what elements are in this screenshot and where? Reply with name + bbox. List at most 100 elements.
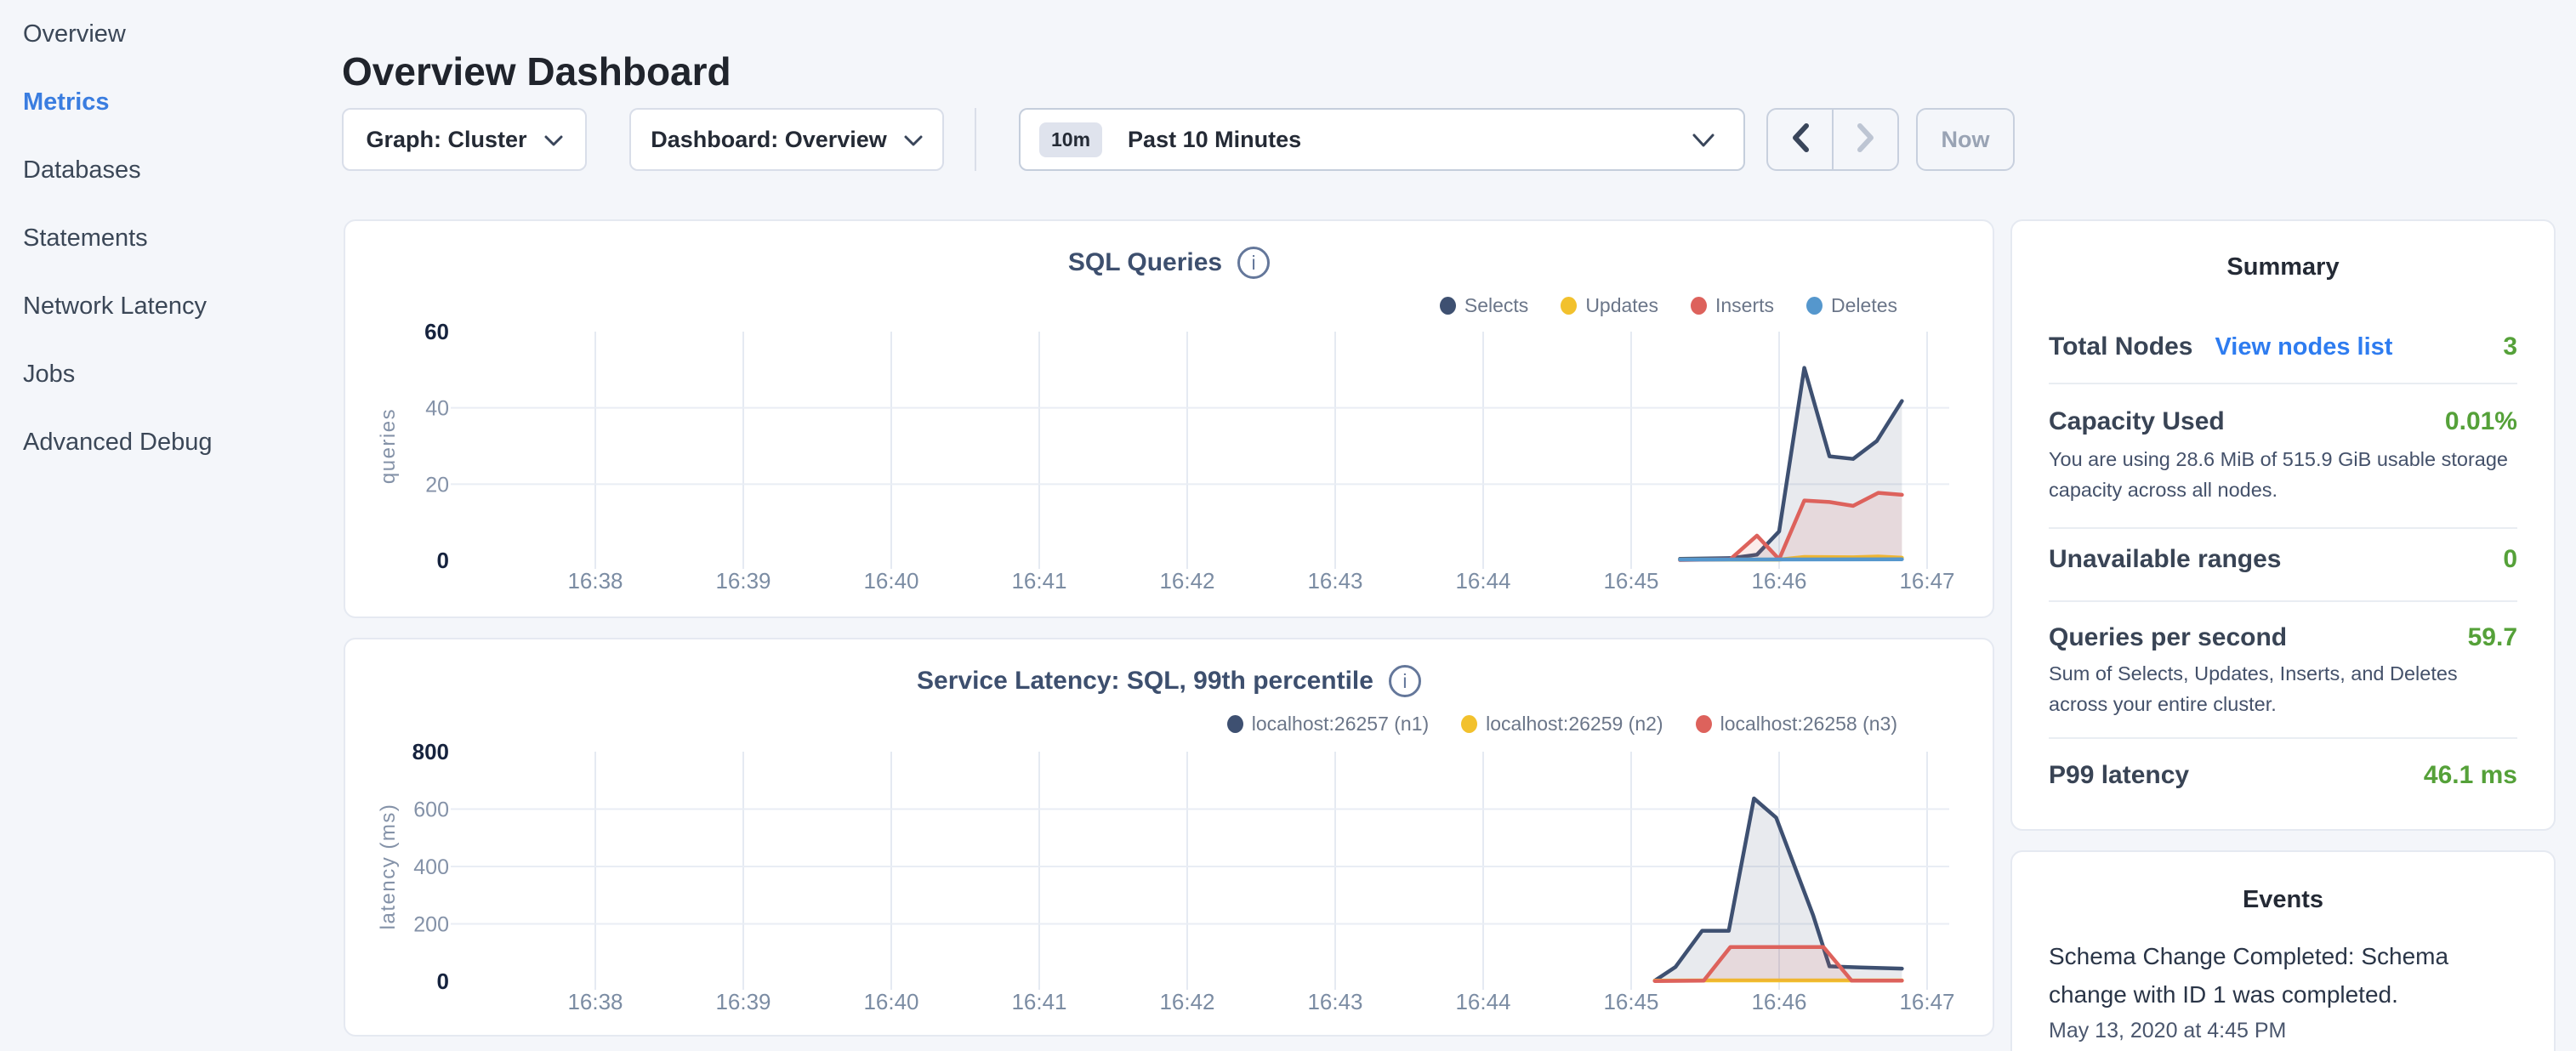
summary-row-label: Capacity Used: [2049, 407, 2225, 435]
x-tick-label: 16:41: [1011, 989, 1066, 1014]
chart-legend: Selects Updates Inserts Deletes: [1439, 294, 1897, 317]
summary-row-value: 46.1 ms: [2423, 761, 2517, 789]
y-tick-label: 800: [412, 739, 449, 764]
service-latency-chart-card: Service Latency: SQL, 99th percentile i …: [344, 638, 1994, 1037]
legend-dot-icon: [1561, 297, 1578, 315]
chart-title-row: SQL Queries i: [345, 247, 1993, 279]
chevron-down-icon: [904, 127, 923, 153]
summary-row-subtext: Sum of Selects, Updates, Inserts, and De…: [2049, 662, 2458, 715]
summary-row-p99-latency: P99 latency 46.1 ms: [2049, 758, 2517, 793]
chevron-down-icon: [544, 127, 563, 153]
sql-queries-chart-card: SQL Queries i Selects Updates Inserts Delet…: [344, 219, 1994, 618]
divider: [2049, 383, 2517, 384]
events-title: Events: [2242, 886, 2324, 913]
graph-source-dropdown-label: Graph: Cluster: [366, 126, 527, 152]
legend-label: Selects: [1464, 294, 1529, 316]
time-window-dropdown[interactable]: 10m Past 10 Minutes: [1019, 108, 1745, 171]
sql-queries-chart[interactable]: 16:38 16:39 16:40 16:41 16:42 16:43 16:44 16:45…: [345, 221, 1996, 620]
legend-item[interactable]: localhost:26257 (n1): [1226, 713, 1429, 736]
legend-label: Updates: [1585, 294, 1658, 316]
legend-item[interactable]: Deletes: [1806, 294, 1897, 317]
chevron-down-icon: [1692, 134, 1714, 152]
legend-label: localhost:26259 (n2): [1486, 713, 1663, 735]
chevron-left-icon: [1790, 122, 1811, 157]
legend-dot-icon: [1439, 297, 1456, 315]
summary-row-value: 0: [2503, 545, 2517, 573]
y-axis-title: latency (ms): [377, 804, 400, 930]
dashboard-dropdown[interactable]: Dashboard: Overview: [629, 108, 944, 171]
chart-title-row: Service Latency: SQL, 99th percentile i: [345, 665, 1993, 697]
x-tick-label: 16:43: [1307, 989, 1362, 1014]
summary-row-value: 3: [2503, 332, 2517, 361]
sidebar: Overview Metrics Databases Statements Ne…: [0, 0, 340, 1051]
x-tick-label: 16:44: [1455, 568, 1510, 594]
x-tick-label: 16:45: [1603, 989, 1658, 1014]
divider: [2049, 527, 2517, 529]
legend-dot-icon: [1806, 297, 1823, 315]
series-area-localhost:26257 (n1): [1654, 798, 1902, 981]
summary-row-label: P99 latency: [2049, 761, 2190, 789]
x-tick-label: 16:47: [1899, 989, 1954, 1014]
series-line-Inserts: [1678, 491, 1904, 562]
page-title: Overview Dashboard: [342, 48, 731, 94]
time-window-badge: 10m: [1039, 122, 1103, 157]
x-tick-label: 16:41: [1011, 568, 1066, 594]
sidebar-item-statements[interactable]: Statements: [23, 224, 148, 252]
legend-item[interactable]: Updates: [1561, 294, 1658, 317]
x-tick-label: 16:45: [1603, 568, 1658, 594]
summary-title: Summary: [2226, 253, 2340, 281]
next-range-button[interactable]: [1832, 110, 1897, 169]
legend-dot-icon: [1690, 297, 1707, 315]
sidebar-item-databases[interactable]: Databases: [23, 156, 141, 184]
summary-row-value: 59.7: [2467, 623, 2517, 651]
summary-row-total-nodes: Total Nodes View nodes list 3: [2049, 330, 2517, 364]
series-line-localhost:26257 (n1): [1652, 796, 1904, 983]
divider: [2049, 600, 2517, 602]
event-item-text: Schema Change Completed: Schema change w…: [2049, 943, 2449, 1008]
x-tick-label: 16:39: [715, 989, 771, 1014]
legend-item[interactable]: Inserts: [1690, 294, 1774, 317]
y-tick-label: 20: [425, 473, 449, 497]
x-tick-label: 16:47: [1899, 568, 1954, 594]
graph-source-dropdown[interactable]: Graph: Cluster: [342, 108, 587, 171]
y-tick-label: 60: [424, 319, 449, 344]
prev-range-button[interactable]: [1768, 110, 1832, 169]
legend-label: localhost:26258 (n3): [1720, 713, 1897, 735]
x-tick-label: 16:46: [1751, 568, 1806, 594]
y-axis-title: queries: [377, 408, 400, 484]
view-nodes-list-link[interactable]: View nodes list: [2215, 332, 2393, 361]
summary-row-capacity-used: Capacity Used 0.01%: [2049, 405, 2517, 439]
legend-label: Deletes: [1831, 294, 1897, 316]
summary-row-label: Total Nodes: [2049, 332, 2193, 361]
dashboard-dropdown-label: Dashboard: Overview: [651, 126, 887, 152]
info-icon[interactable]: i: [1388, 665, 1421, 697]
event-item-timestamp: May 13, 2020 at 4:45 PM: [2049, 1019, 2287, 1042]
sidebar-item-jobs[interactable]: Jobs: [23, 361, 76, 388]
legend-item[interactable]: Selects: [1439, 294, 1529, 317]
sidebar-item-metrics[interactable]: Metrics: [23, 88, 110, 116]
time-range-arrows: [1766, 108, 1899, 171]
info-icon[interactable]: i: [1237, 247, 1271, 279]
legend-item[interactable]: localhost:26258 (n3): [1695, 713, 1897, 736]
y-tick-label: 0: [437, 969, 449, 994]
legend-item[interactable]: localhost:26259 (n2): [1461, 713, 1663, 736]
now-button[interactable]: Now: [1916, 108, 2015, 171]
y-tick-label: 400: [413, 855, 449, 879]
y-tick-label: 0: [437, 548, 449, 573]
x-tick-label: 16:42: [1159, 568, 1214, 594]
service-latency-chart[interactable]: 16:38 16:39 16:40 16:41 16:42 16:43 16:44 16:45…: [345, 639, 1996, 1038]
series-area-localhost:26258 (n3): [1654, 946, 1902, 981]
x-tick-label: 16:46: [1751, 989, 1806, 1014]
sidebar-item-overview[interactable]: Overview: [23, 20, 126, 48]
x-tick-label: 16:38: [567, 568, 623, 594]
sidebar-item-advanced-debug[interactable]: Advanced Debug: [23, 429, 213, 456]
summary-row-unavailable-ranges: Unavailable ranges 0: [2049, 543, 2517, 577]
toolbar-divider: [975, 108, 976, 171]
x-tick-label: 16:42: [1159, 989, 1214, 1014]
sidebar-item-network-latency[interactable]: Network Latency: [23, 293, 207, 320]
series-line-localhost:26258 (n3): [1652, 945, 1904, 983]
summary-row-queries-per-second: Queries per second 59.7: [2049, 621, 2517, 655]
y-tick-label: 600: [413, 798, 449, 822]
summary-row-subtext: You are using 28.6 MiB of 515.9 GiB usab…: [2049, 448, 2508, 501]
